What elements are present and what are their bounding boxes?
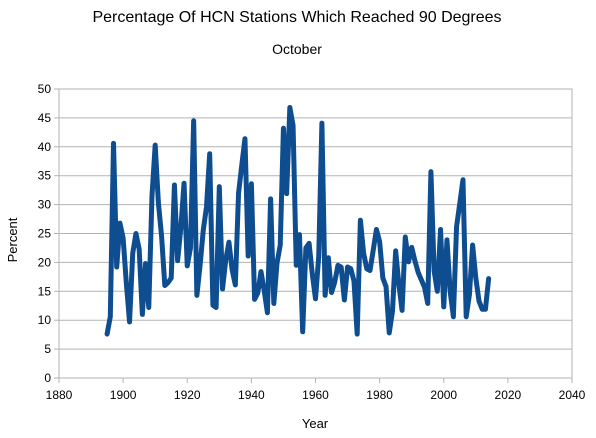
y-tick-label: 0	[44, 371, 51, 385]
x-tick-label: 1900	[110, 388, 137, 402]
tick-labels: 0 5 10 15 20 25 30 35 40 45 50 1880 1900 1920 1940 1960…	[38, 82, 586, 402]
y-axis-label: Percent	[5, 217, 20, 262]
x-tick-label: 1980	[366, 388, 393, 402]
y-tick-label: 40	[38, 140, 52, 154]
gridlines	[54, 88, 573, 383]
y-tick-label: 50	[38, 82, 52, 96]
x-tick-label: 2040	[559, 388, 586, 402]
series-line	[104, 105, 492, 337]
x-tick-label: 1880	[46, 388, 73, 402]
y-tick-label: 45	[38, 111, 52, 125]
y-tick-label: 15	[38, 284, 52, 298]
y-tick-label: 20	[38, 255, 52, 269]
chart-subtitle: October	[272, 41, 322, 57]
y-tick-label: 30	[38, 198, 52, 212]
y-tick-label: 25	[38, 227, 52, 241]
x-axis-label: Year	[302, 416, 329, 431]
y-tick-label: 10	[38, 313, 52, 327]
x-tick-label: 1960	[302, 388, 329, 402]
plot-area-border	[58, 88, 573, 379]
x-tick-label: 1920	[174, 388, 201, 402]
x-tick-label: 1940	[238, 388, 265, 402]
chart-title: Percentage Of HCN Stations Which Reached…	[92, 9, 501, 26]
x-tick-label: 2000	[430, 388, 457, 402]
y-tick-label: 35	[38, 169, 52, 183]
y-tick-label: 5	[44, 342, 51, 356]
x-tick-label: 2020	[495, 388, 522, 402]
